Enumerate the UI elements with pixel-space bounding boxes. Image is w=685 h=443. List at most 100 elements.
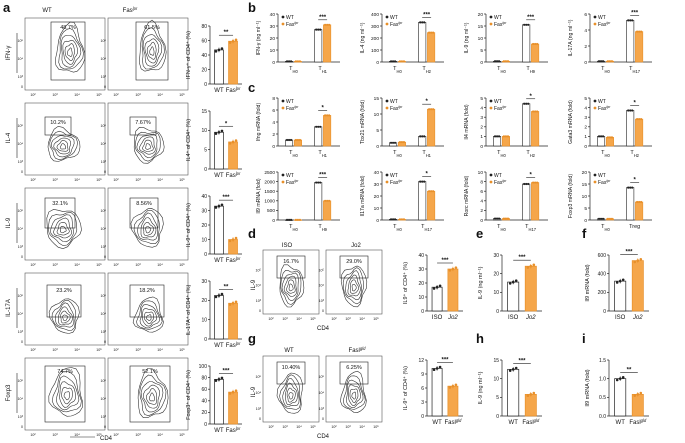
flow-wt-2-percent: 32.1% <box>52 201 68 207</box>
flow-ko-1-xtick: 10⁴ <box>157 178 163 182</box>
c-panel-7-dot <box>627 186 630 189</box>
g-bar-dot <box>435 367 439 370</box>
c-panel-0-ytick-label: 4 <box>272 120 275 126</box>
c-panel-5-dot <box>400 218 404 221</box>
b-panel-0-bar <box>323 24 332 63</box>
d-bar-ytick-label: 0 <box>421 309 424 315</box>
c-panel-7-ylabel: Foxp3 mRNA (fold) <box>568 174 574 218</box>
f-bar-ytick-label: 0 <box>603 309 606 315</box>
contour-ring <box>60 310 71 324</box>
c-panel-5-ylabel: Il17a mRNA (fold) <box>360 175 366 216</box>
b-panel-3-ytick-label: 0 <box>584 60 587 66</box>
f-bar-ytick-label: 400 <box>598 271 607 277</box>
b-panel-1-ytick-label: 100 <box>371 48 379 54</box>
contour-ring <box>60 35 82 68</box>
flow-wt-1-ytick: 10⁵ <box>18 124 24 128</box>
c-panel-7-bar <box>626 187 635 221</box>
flow-wt-4-contour <box>48 367 83 417</box>
i-bar-bar-1 <box>631 393 644 417</box>
a-bar-4-dot <box>228 392 232 395</box>
c-panel-0-dot <box>315 125 318 128</box>
c-panel-5-cat: TH17 <box>421 224 433 232</box>
c-panel-3-legend-ko-marker <box>593 106 597 110</box>
flow-ko-4-xtick: 10³ <box>135 433 141 437</box>
contour-ring <box>139 19 167 72</box>
g-flow-wt-xtick: 10² <box>268 425 274 429</box>
a-bar-3-cat-0: WT <box>214 343 224 349</box>
g-flow-gld-xtick: 10⁵ <box>373 425 379 429</box>
c-panel-1-dot <box>419 135 422 138</box>
e-bar-dot <box>511 280 515 284</box>
b-panel-2-bar <box>531 43 540 63</box>
c-panel-1-dot <box>391 141 395 144</box>
c-panel-2-dot <box>493 135 497 138</box>
flow-ko-3-xtick: 10⁴ <box>157 348 163 352</box>
panel-letter-a: a <box>3 0 11 15</box>
flow-ko-3-xtick: 10³ <box>135 348 141 352</box>
b-panel-1-dot <box>393 60 397 63</box>
c-panel-0-dot <box>317 125 320 128</box>
contour-ring <box>62 314 68 321</box>
b-panel-3-dot <box>636 30 639 33</box>
c-panel-3-legend-wt-marker <box>593 99 597 103</box>
h-bar-dot <box>514 366 518 370</box>
g-bar-sig: *** <box>441 357 449 363</box>
c-panel-2-ytick-label: 4 <box>480 105 483 111</box>
b-panel-0-bar <box>314 29 323 63</box>
f-bar-cat-1: Jo2 <box>632 315 643 321</box>
a-bar-1-bar-1 <box>228 141 238 170</box>
f-bar-ytick-label: 600 <box>598 253 607 259</box>
flow-wt-4-xtick: 10⁵ <box>96 433 102 437</box>
c-panel-6-ytick-label: 8 <box>480 179 483 185</box>
g-flow-gld-gate <box>339 361 369 385</box>
a-bar-2-sig: *** <box>222 195 230 201</box>
contour-ring <box>144 311 154 325</box>
b-panel-0-dot <box>294 60 298 63</box>
b-panel-0-dot <box>287 60 291 63</box>
c-panel-3-sig: * <box>633 100 636 106</box>
c-panel-3-dot <box>606 136 610 139</box>
g-bar-dot <box>454 383 458 387</box>
b-panel-0-legend-ko: Faslpr <box>286 21 299 28</box>
flow-ko-3-gate <box>129 284 165 318</box>
a-bar-3-ylabel: IL-17A⁺ of CD4⁺ (%) <box>185 284 192 335</box>
f-bar-ytick-label: 200 <box>598 290 607 296</box>
b-panel-3-dot <box>631 19 634 22</box>
c-panel-3-bar <box>605 137 614 147</box>
c-panel-6-sig: * <box>529 173 532 179</box>
g-flow-gld-xtick: 10² <box>331 425 337 429</box>
panel-letter-f: f <box>582 226 587 241</box>
e-bar-ytick-label: 30 <box>493 253 499 259</box>
e-bar-ylabel: IL-9 (ng ml⁻¹) <box>478 266 484 299</box>
a-bar-2-dot <box>228 239 232 243</box>
a-bar-1-ytick-label: 5 <box>204 147 207 153</box>
f-bar-dot <box>636 259 640 262</box>
c-panel-0-ylabel: Ifng mRNA (fold) <box>256 103 262 142</box>
contour-ring <box>280 269 302 305</box>
c-panel-2-dot <box>534 110 537 113</box>
c-panel-7-legend-wt-marker <box>593 173 597 177</box>
d-flow-jo2-ytick: 10³ <box>319 299 325 303</box>
flow-ylabel-0: IFN-γ <box>6 46 12 61</box>
c-panel-6-dot <box>523 182 526 186</box>
c-panel-3-bar <box>635 118 644 147</box>
e-bar-dot <box>514 279 518 283</box>
a-bar-0-bar-0 <box>214 49 224 85</box>
c-panel-3-ytick-label: 1 <box>584 134 587 140</box>
c-panel-4-dot <box>315 181 318 184</box>
g-flow-wt-frame <box>262 355 320 423</box>
c-panel-1-ytick-label: 15 <box>374 96 380 102</box>
c-panel-0-bar <box>314 126 323 147</box>
h-bar-ytick-label: 15 <box>493 358 499 364</box>
c-panel-2-dot <box>506 135 510 138</box>
contour-ring <box>134 131 161 162</box>
c-panel-2-dot <box>536 110 539 113</box>
c-panel-4-ytick-label: 2500 <box>264 170 275 176</box>
c-panel-2-dot <box>523 102 526 105</box>
g-bar-cat-0: WT <box>432 420 442 426</box>
e-bar-dot <box>529 264 533 268</box>
c-panel-7-ytick-label: 15 <box>582 182 588 188</box>
contour-ring <box>50 214 74 243</box>
c-panel-4-cat: TH9 <box>318 224 327 232</box>
